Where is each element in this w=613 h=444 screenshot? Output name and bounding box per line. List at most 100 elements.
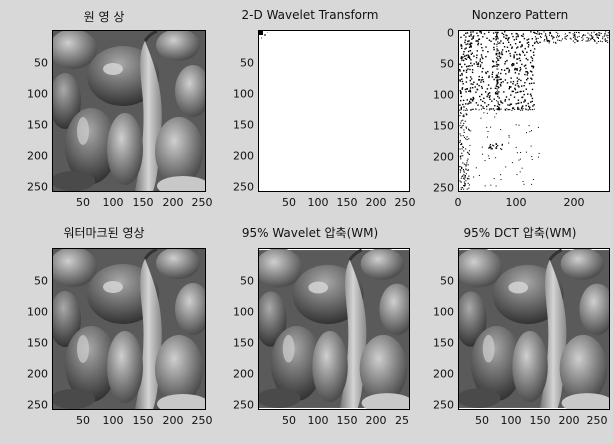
nonzero-point (536, 42, 538, 44)
nonzero-point (468, 153, 470, 155)
nonzero-point (460, 107, 462, 110)
nonzero-point (522, 108, 524, 110)
nonzero-point (462, 162, 464, 164)
nonzero-point (531, 159, 533, 160)
nonzero-point (589, 34, 591, 36)
nonzero-point (470, 42, 472, 44)
nonzero-point (464, 109, 466, 111)
nonzero-point (468, 129, 470, 131)
x-tick: 25 (395, 414, 409, 427)
nonzero-point (502, 42, 504, 44)
nonzero-point (578, 35, 580, 37)
nonzero-point (469, 144, 471, 146)
nonzero-point (461, 78, 463, 80)
nonzero-point (482, 81, 485, 83)
nonzero-point (497, 64, 499, 66)
nonzero-point (509, 55, 512, 57)
x-tick: 100 (500, 414, 522, 427)
nonzero-point (598, 34, 600, 36)
nonzero-point (530, 77, 532, 79)
nonzero-point (496, 57, 498, 59)
nonzero-point (510, 86, 512, 88)
x-tick: 100 (307, 414, 329, 427)
nonzero-point (530, 56, 532, 58)
nonzero-point (528, 82, 531, 85)
nonzero-point (460, 135, 462, 137)
nonzero-point (465, 165, 467, 167)
nonzero-point (503, 69, 506, 71)
y-tick: 250 (233, 398, 254, 412)
nonzero-point (461, 148, 463, 150)
nonzero-point (496, 80, 498, 81)
nonzero-point (464, 63, 466, 66)
nonzero-point (525, 57, 527, 60)
nonzero-point (482, 100, 484, 103)
nonzero-point (465, 103, 467, 105)
nonzero-point (552, 36, 554, 38)
nonzero-point (596, 42, 598, 44)
y-tick: 50 (34, 274, 48, 288)
nonzero-point (463, 116, 465, 118)
nonzero-point (459, 79, 461, 81)
nonzero-point (508, 71, 510, 73)
nonzero-point (461, 152, 463, 154)
nonzero-point (464, 183, 466, 185)
nonzero-point (531, 59, 534, 62)
nonzero-point (516, 69, 518, 71)
nonzero-point (492, 61, 495, 63)
nonzero-point (498, 91, 500, 93)
nonzero-point (593, 31, 595, 33)
nonzero-point (478, 75, 480, 78)
nonzero-point (468, 150, 470, 152)
nonzero-point (516, 82, 519, 85)
nonzero-point (553, 41, 555, 43)
nonzero-point (462, 146, 464, 148)
nonzero-point (470, 109, 472, 111)
nonzero-point (484, 102, 486, 104)
nonzero-point (538, 33, 540, 35)
nonzero-point (588, 37, 590, 39)
nonzero-point (508, 37, 510, 39)
nonzero-point (463, 129, 465, 131)
nonzero-point (473, 63, 475, 65)
nonzero-point (478, 84, 480, 87)
nonzero-point (475, 102, 478, 104)
nonzero-point (539, 41, 541, 43)
nonzero-point (497, 38, 499, 40)
nonzero-point (464, 184, 466, 186)
y-tick: 100 (433, 305, 454, 319)
nonzero-point (500, 40, 502, 42)
nonzero-point (462, 146, 464, 148)
nonzero-point (515, 92, 517, 94)
nonzero-point (540, 33, 542, 35)
nonzero-point (514, 69, 516, 71)
nonzero-point (497, 73, 499, 75)
y-tick: 250 (233, 180, 254, 194)
nonzero-point (500, 148, 501, 150)
nonzero-point (507, 38, 510, 40)
nonzero-point (494, 87, 497, 89)
nonzero-point (501, 53, 503, 55)
nonzero-point (495, 74, 498, 77)
y-tick: 250 (27, 398, 48, 412)
nonzero-point (515, 36, 518, 38)
nonzero-point (568, 32, 570, 34)
y-tick: 250 (27, 180, 48, 194)
nonzero-point (488, 158, 490, 159)
panel-title: 원 영 상 (83, 10, 125, 24)
nonzero-point (475, 91, 477, 93)
nonzero-point (497, 36, 499, 38)
nonzero-point (523, 85, 525, 87)
nonzero-point (597, 36, 599, 38)
nonzero-point (520, 107, 523, 110)
nonzero-point (553, 36, 555, 38)
nonzero-point (530, 101, 532, 103)
nonzero-point (467, 182, 469, 184)
nonzero-point (548, 34, 550, 36)
nonzero-point (588, 40, 590, 42)
nonzero-point (527, 93, 529, 95)
nonzero-point (497, 49, 499, 52)
nonzero-point (496, 89, 498, 91)
nonzero-point (592, 37, 594, 39)
nonzero-point (576, 36, 578, 38)
